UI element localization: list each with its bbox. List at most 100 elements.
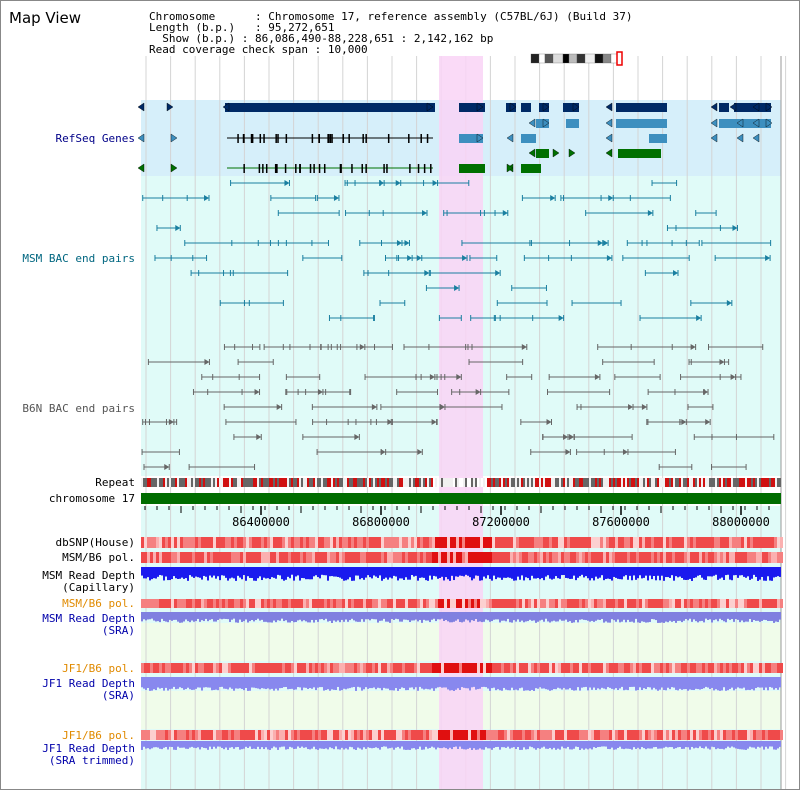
gene-exon[interactable] (339, 164, 342, 173)
gene-strand-arrow[interactable] (710, 102, 718, 112)
gene-exon[interactable] (348, 134, 350, 143)
refseq-gene[interactable] (566, 119, 579, 128)
gene-exon[interactable] (387, 134, 390, 143)
gene-strand-arrow[interactable] (426, 102, 434, 112)
refseq-gene[interactable] (616, 119, 667, 128)
gene-exon[interactable] (423, 164, 426, 173)
refseq-gene[interactable] (616, 103, 667, 112)
gene-exon[interactable] (327, 134, 329, 143)
gene-exon[interactable] (277, 134, 279, 143)
refseq-gene[interactable] (459, 103, 485, 112)
gene-exon[interactable] (311, 134, 314, 143)
gene-strand-arrow[interactable] (752, 102, 760, 112)
refseq-gene[interactable] (521, 103, 531, 112)
gene-exon[interactable] (243, 164, 245, 173)
gene-strand-arrow[interactable] (170, 133, 178, 143)
gene-strand-arrow[interactable] (137, 133, 145, 143)
gene-exon[interactable] (265, 164, 268, 173)
refseq-gene[interactable] (521, 134, 536, 143)
refseq-gene[interactable] (459, 164, 485, 173)
refseq-gene[interactable] (649, 134, 667, 143)
gene-exon[interactable] (263, 134, 265, 143)
refseq-gene[interactable] (536, 119, 549, 128)
gene-strand-arrow[interactable] (476, 133, 484, 143)
gene-exon[interactable] (251, 134, 254, 143)
gene-strand-arrow[interactable] (222, 102, 230, 112)
gene-strand-arrow[interactable] (605, 102, 613, 112)
gene-exon[interactable] (408, 134, 410, 143)
gene-strand-arrow[interactable] (568, 148, 576, 158)
gene-strand-arrow[interactable] (752, 133, 760, 143)
gene-exon[interactable] (417, 164, 420, 173)
gene-exon[interactable] (383, 164, 385, 173)
gene-exon[interactable] (318, 164, 321, 173)
ideogram-position-marker[interactable] (616, 51, 623, 66)
gene-strand-arrow[interactable] (765, 118, 773, 128)
gene-strand-arrow[interactable] (710, 133, 718, 143)
gene-strand-arrow[interactable] (710, 118, 718, 128)
gene-strand-arrow[interactable] (506, 163, 514, 173)
gene-strand-arrow[interactable] (170, 163, 178, 173)
gene-exon[interactable] (258, 164, 261, 173)
gene-exon[interactable] (309, 164, 312, 173)
gene-strand-arrow[interactable] (542, 118, 550, 128)
gene-strand-arrow[interactable] (528, 148, 536, 158)
gene-strand-arrow[interactable] (752, 118, 760, 128)
refseq-gene[interactable] (719, 103, 729, 112)
gene-exon[interactable] (342, 134, 344, 143)
refseq-gene[interactable] (225, 103, 435, 112)
gene-exon[interactable] (275, 164, 278, 173)
gene-strand-arrow[interactable] (736, 118, 744, 128)
refseq-gene[interactable] (459, 134, 483, 143)
gene-exon[interactable] (259, 134, 262, 143)
gene-strand-arrow[interactable] (137, 163, 145, 173)
refseq-gene[interactable] (536, 149, 549, 158)
gene-strand-arrow[interactable] (729, 102, 737, 112)
gene-exon[interactable] (362, 134, 364, 143)
gene-strand-arrow[interactable] (605, 148, 613, 158)
gene-exon[interactable] (250, 134, 253, 143)
gene-exon[interactable] (361, 164, 363, 173)
gene-exon[interactable] (386, 164, 388, 173)
gene-exon[interactable] (284, 164, 287, 173)
gene-exon[interactable] (285, 134, 288, 143)
gene-exon[interactable] (351, 164, 353, 173)
gene-strand-arrow[interactable] (765, 102, 773, 112)
gene-strand-arrow[interactable] (605, 133, 613, 143)
gene-exon[interactable] (299, 164, 301, 173)
gene-exon[interactable] (331, 134, 333, 143)
gene-strand-arrow[interactable] (509, 102, 517, 112)
gene-exon[interactable] (318, 134, 321, 143)
gene-strand-arrow[interactable] (736, 133, 744, 143)
gene-strand-arrow[interactable] (166, 102, 174, 112)
gene-exon[interactable] (262, 164, 264, 173)
gene-exon[interactable] (323, 164, 326, 173)
gene-exon[interactable] (365, 164, 367, 173)
gene-exon[interactable] (242, 134, 245, 143)
gene-exon[interactable] (365, 134, 367, 143)
gene-strand-arrow[interactable] (528, 118, 536, 128)
refseq-gene[interactable] (563, 103, 579, 112)
gene-exon[interactable] (237, 134, 239, 143)
gene-strand-arrow[interactable] (476, 102, 484, 112)
gene-strand-arrow[interactable] (552, 148, 560, 158)
gene-strand-arrow[interactable] (572, 102, 580, 112)
gene-exon[interactable] (409, 164, 411, 173)
gene-exon[interactable] (275, 134, 277, 143)
gene-strand-arrow[interactable] (542, 102, 550, 112)
gene-strand-arrow[interactable] (137, 102, 145, 112)
gene-exon[interactable] (430, 164, 432, 173)
gene-exon[interactable] (313, 164, 315, 173)
refseq-gene[interactable] (618, 149, 661, 158)
gene-exon[interactable] (426, 134, 429, 143)
gene-strand-arrow[interactable] (605, 118, 613, 128)
refseq-gene[interactable] (719, 119, 771, 128)
gene-exon[interactable] (295, 164, 297, 173)
gene-exon[interactable] (329, 134, 332, 143)
refseq-gene[interactable] (734, 103, 771, 112)
refseq-gene[interactable] (521, 164, 541, 173)
chromosome-bar[interactable] (141, 493, 781, 504)
gene-strand-arrow[interactable] (506, 133, 514, 143)
gene-exon[interactable] (420, 134, 422, 143)
